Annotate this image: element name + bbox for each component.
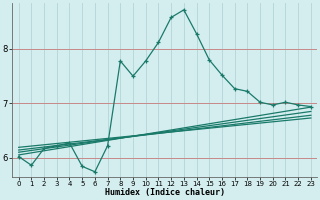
X-axis label: Humidex (Indice chaleur): Humidex (Indice chaleur) xyxy=(105,188,225,197)
